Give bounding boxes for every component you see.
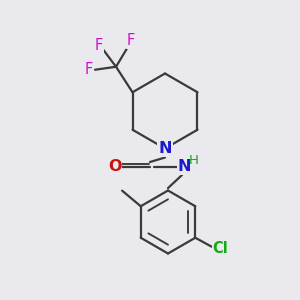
Text: F: F (127, 33, 135, 48)
Text: N: N (178, 159, 191, 174)
Text: F: F (84, 62, 92, 77)
Text: H: H (189, 154, 199, 167)
Text: O: O (108, 159, 122, 174)
Text: Cl: Cl (212, 241, 228, 256)
Text: N: N (158, 141, 172, 156)
Text: F: F (95, 38, 103, 53)
